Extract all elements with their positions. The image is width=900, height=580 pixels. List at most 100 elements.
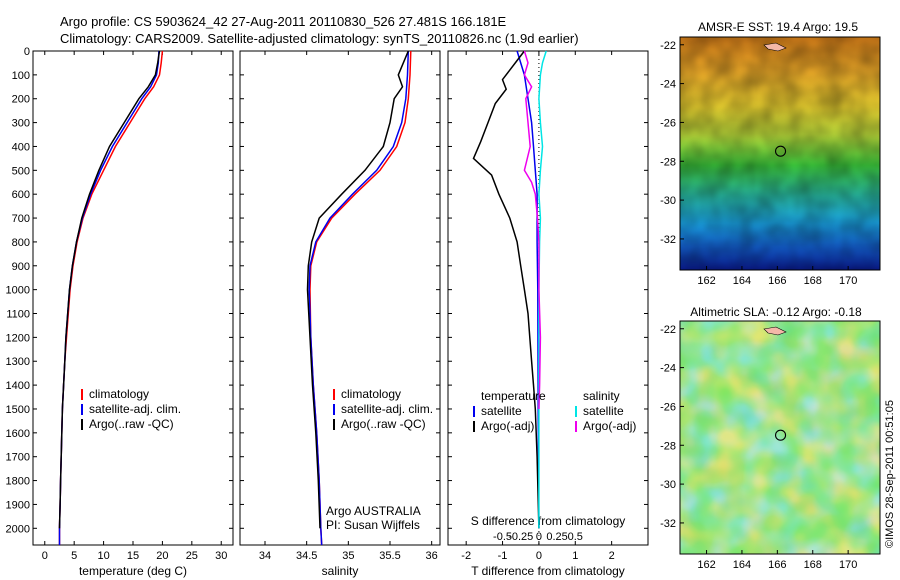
x-tick-label: -1 (498, 550, 508, 562)
map-y-tick-label: -26 (660, 401, 676, 413)
s-tick-label: -0.25 (508, 531, 533, 543)
map-x-tick-label: 162 (697, 275, 715, 287)
sla-land-new-caledonia (763, 326, 787, 336)
x-tick-label: 10 (97, 550, 109, 562)
x-tick-label: 2 (609, 550, 615, 562)
legend-title-temperature: temperature (481, 389, 546, 403)
argo-annotation: PI: Susan Wijffels (326, 518, 420, 532)
map-y-tick-label: -32 (660, 234, 676, 246)
map-y-tick-label: -30 (660, 479, 676, 491)
legend-label: Argo(..raw -QC) (89, 417, 174, 431)
temperature-panel: 0100200300400500600700800900100011001200… (6, 46, 234, 578)
depth-tick-label: 700 (12, 213, 30, 225)
difference-axes-frame (447, 50, 649, 546)
depth-tick-label: 200 (12, 94, 30, 106)
salinity-series-satellite-adj-clim- (308, 50, 410, 546)
sst-map-panel: AMSR-E SST: 19.4 Argo: 19.5 162 164 166 168… (660, 20, 881, 287)
sla-map-panel: Altimetric SLA: -0.12 Argo: -0.18 162 164… (660, 305, 881, 571)
difference-series-t-argo-adj- (472, 50, 540, 529)
sst-argo-location-marker (774, 145, 787, 157)
map-y-tick-label: -28 (660, 156, 676, 168)
temperature-series-argo-raw-qc- (58, 50, 161, 529)
depth-tick-label: 1500 (6, 404, 30, 416)
legend-title-salinity: salinity (583, 389, 620, 403)
argo-annotation: Argo AUSTRALIA (326, 504, 421, 518)
map-x-tick-label: 162 (697, 559, 715, 571)
depth-tick-label: 800 (12, 237, 30, 249)
sla-texture (680, 321, 880, 554)
depth-tick-label: 100 (12, 70, 30, 82)
map-x-tick-label: 166 (768, 275, 786, 287)
depth-tick-label: 1900 (6, 499, 30, 511)
x-tick-label: 5 (71, 550, 77, 562)
legend-label: Argo(-adj) (481, 419, 534, 433)
s-tick-label: 0.25 (546, 531, 567, 543)
depth-tick-label: 1700 (6, 452, 30, 464)
sst-texture (680, 37, 880, 270)
map-y-tick-label: -30 (660, 195, 676, 207)
depth-tick-label: 400 (12, 141, 30, 153)
legend-label: Argo(-adj) (583, 419, 636, 433)
title-line-1: Argo profile: CS 5903624_42 27-Aug-2011 … (60, 14, 507, 29)
depth-tick-label: 0 (24, 46, 30, 58)
x-tick-label: 1 (572, 550, 578, 562)
difference-series-s-argo-adj- (523, 50, 542, 410)
depth-tick-label: 900 (12, 261, 30, 273)
temperature-xlabel: temperature (deg C) (79, 564, 187, 578)
salinity-xlabel: salinity (322, 564, 359, 578)
sla-map-frame (679, 320, 881, 555)
temperature-axes-frame (32, 50, 234, 546)
map-y-tick-label: -24 (660, 363, 676, 375)
sla-map-axes: 162 164 166 168 170 -22 -24 -26 -28 -30 -32 (660, 324, 857, 571)
depth-tick-label: 2000 (6, 523, 30, 535)
depth-tick-label: 1300 (6, 356, 30, 368)
salinity-series-argo-raw-qc- (306, 50, 409, 529)
sla-argo-location-marker (774, 429, 787, 441)
map-y-tick-label: -22 (660, 40, 676, 52)
difference-xlabel-top: S difference from climatology (471, 514, 626, 528)
legend-label: Argo(..raw -QC) (341, 417, 426, 431)
sst-map-frame (679, 36, 881, 271)
depth-tick-label: 300 (12, 118, 30, 130)
map-x-tick-label: 168 (804, 275, 822, 287)
sst-map-axes: 162 164 166 168 170 -22 -24 -26 -28 -30 -32 (660, 40, 857, 287)
s-tick-label: 0.5 (568, 531, 583, 543)
map-x-tick-label: 164 (733, 559, 751, 571)
legend-label: climatology (341, 387, 401, 401)
map-x-tick-label: 166 (768, 559, 786, 571)
depth-tick-label: 1800 (6, 476, 30, 488)
map-y-tick-label: -26 (660, 117, 676, 129)
map-x-tick-label: 164 (733, 275, 751, 287)
depth-tick-label: 1400 (6, 380, 30, 392)
map-x-tick-label: 170 (839, 275, 857, 287)
x-tick-label: 0 (536, 550, 542, 562)
difference-xlabel: T difference from climatology (471, 564, 625, 578)
x-tick-label: 36 (426, 550, 438, 562)
salinity-panel: 34 34.5 35 35.5 36 salinity climatologysatelli… (239, 50, 441, 578)
sla-map-title: Altimetric SLA: -0.12 Argo: -0.18 (690, 305, 862, 319)
x-tick-label: -2 (461, 550, 471, 562)
depth-tick-label: 1100 (6, 309, 30, 321)
x-tick-label: 35.5 (379, 550, 400, 562)
depth-tick-label: 1000 (6, 285, 30, 297)
title-line-2: Climatology: CARS2009. Satellite-adjuste… (60, 31, 579, 46)
depth-tick-label: 500 (12, 165, 30, 177)
x-tick-label: 34 (259, 550, 271, 562)
legend-label: satellite-adj. clim. (341, 402, 433, 416)
salinity-axes-frame (239, 50, 441, 546)
map-y-tick-label: -28 (660, 440, 676, 452)
s-tick-label: -0.5 (493, 531, 512, 543)
s-tick-label: 0 (536, 531, 542, 543)
legend-label: satellite (583, 404, 624, 418)
x-tick-label: 15 (127, 550, 139, 562)
depth-tick-label: 1200 (6, 332, 30, 344)
map-y-tick-label: -32 (660, 518, 676, 530)
depth-tick-label: 1600 (6, 428, 30, 440)
map-y-tick-label: -22 (660, 324, 676, 336)
difference-panel: -2 -1 0 1 2 T difference from climatology -0.5… (447, 50, 649, 578)
legend-label: satellite-adj. clim. (89, 402, 181, 416)
legend-label: satellite (481, 404, 522, 418)
x-tick-label: 20 (156, 550, 168, 562)
map-x-tick-label: 168 (804, 559, 822, 571)
